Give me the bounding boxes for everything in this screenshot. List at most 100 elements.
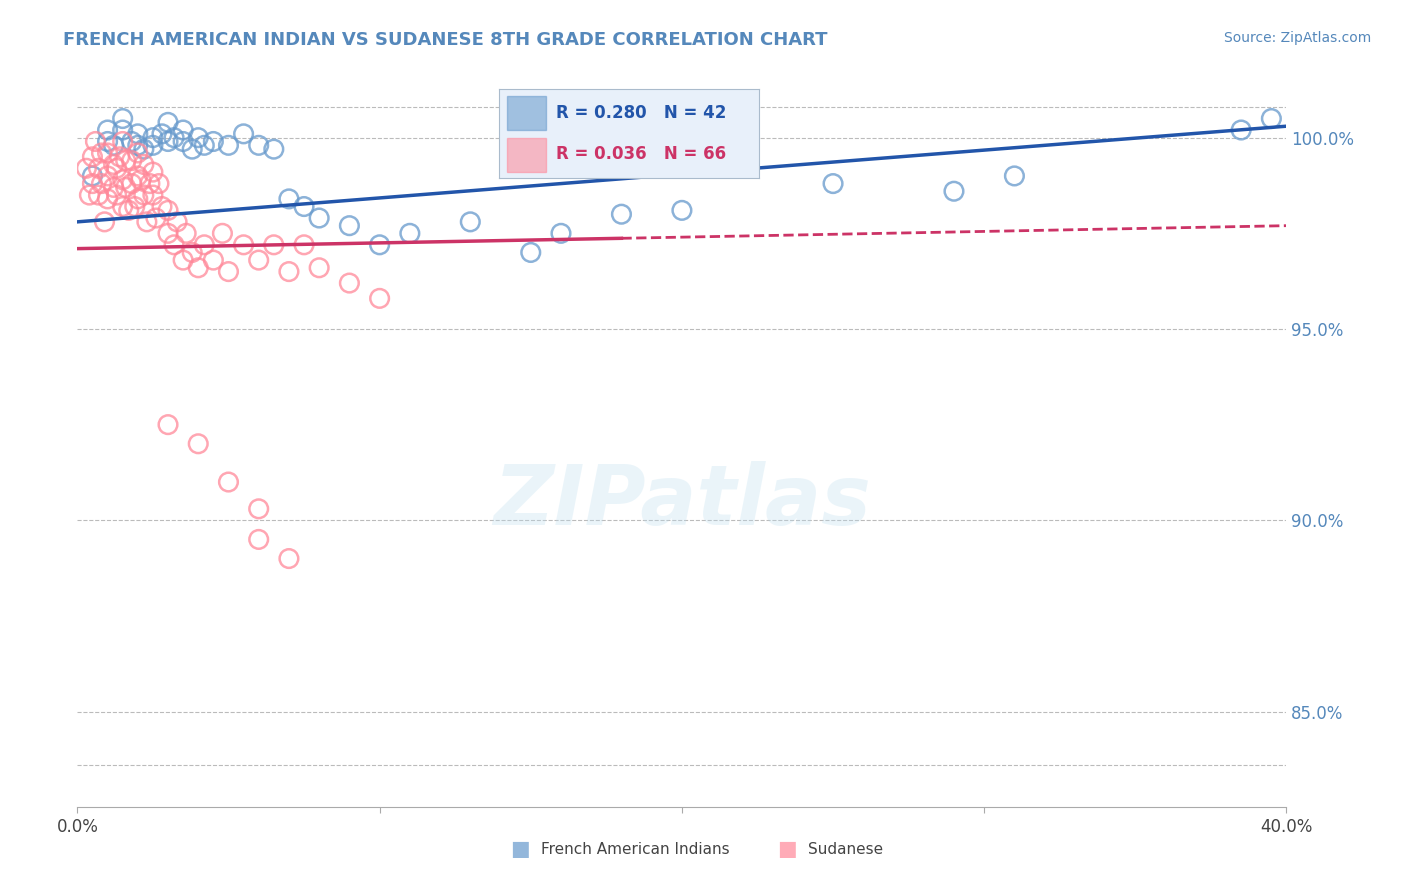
Point (292, 237, 315, 252)
Point (610, 207, 633, 221)
Point (96, 192, 118, 206)
Point (157, 115, 180, 129)
Point (87, 188, 110, 202)
Point (105, 188, 128, 202)
Point (121, 177, 143, 191)
Point (87, 161, 110, 176)
Point (124, 200, 146, 214)
Point (172, 135, 194, 149)
Point (84, 135, 107, 149)
Point (337, 276, 360, 290)
Point (121, 135, 143, 149)
Point (121, 153, 143, 168)
Text: R = 0.280   N = 42: R = 0.280 N = 42 (557, 104, 727, 122)
Text: R = 0.036   N = 66: R = 0.036 N = 66 (557, 145, 727, 163)
FancyBboxPatch shape (508, 138, 546, 172)
Point (111, 135, 134, 149)
Point (187, 436, 209, 450)
Point (103, 157, 125, 171)
Point (103, 138, 125, 153)
Point (520, 245, 543, 260)
Point (142, 165, 165, 179)
Point (96, 123, 118, 137)
Point (247, 253, 270, 268)
Point (218, 475, 240, 489)
Point (172, 123, 194, 137)
Point (193, 138, 215, 153)
Point (337, 219, 360, 233)
Point (1230, 123, 1253, 137)
Point (111, 173, 134, 187)
Point (187, 260, 209, 275)
Point (127, 192, 149, 206)
Point (127, 127, 149, 141)
Text: FRENCH AMERICAN INDIAN VS SUDANESE 8TH GRADE CORRELATION CHART: FRENCH AMERICAN INDIAN VS SUDANESE 8TH G… (63, 31, 828, 49)
Point (157, 417, 180, 432)
Point (82, 169, 104, 183)
Point (132, 188, 155, 202)
Point (202, 135, 225, 149)
Point (163, 237, 186, 252)
Point (550, 227, 572, 241)
Point (278, 264, 301, 278)
Point (96, 135, 118, 149)
Point (150, 200, 173, 214)
Point (105, 161, 128, 176)
Point (132, 142, 155, 156)
Text: Source: ZipAtlas.com: Source: ZipAtlas.com (1223, 31, 1371, 45)
Point (218, 264, 240, 278)
Point (166, 215, 188, 229)
Point (263, 142, 285, 156)
Point (278, 551, 301, 566)
Point (142, 188, 165, 202)
Point (211, 227, 233, 241)
Point (157, 135, 180, 149)
Text: ■: ■ (510, 839, 530, 859)
Point (127, 145, 149, 160)
Point (399, 227, 422, 241)
Point (145, 211, 167, 225)
Point (821, 177, 844, 191)
Point (187, 130, 209, 145)
Point (292, 200, 315, 214)
Point (278, 192, 301, 206)
Point (111, 123, 134, 137)
Point (139, 177, 162, 191)
Point (157, 203, 180, 218)
Point (368, 291, 391, 305)
Point (114, 153, 136, 168)
Point (232, 127, 254, 141)
Point (111, 200, 134, 214)
Point (96, 169, 118, 183)
Point (263, 237, 285, 252)
Point (79, 188, 101, 202)
Point (142, 130, 165, 145)
Point (142, 138, 165, 153)
Point (132, 157, 155, 171)
Text: ZIPatlas: ZIPatlas (494, 461, 870, 542)
Point (1260, 112, 1282, 126)
Point (202, 253, 225, 268)
FancyBboxPatch shape (508, 96, 546, 130)
Point (308, 211, 330, 225)
Point (181, 245, 204, 260)
Point (93, 215, 115, 229)
Point (127, 169, 149, 183)
Point (181, 142, 204, 156)
Point (150, 127, 173, 141)
Point (127, 138, 149, 153)
Point (247, 501, 270, 516)
Point (90, 177, 112, 191)
Point (218, 138, 240, 153)
Point (1004, 169, 1026, 183)
Point (96, 145, 118, 160)
Point (118, 203, 141, 218)
Point (108, 150, 131, 164)
Point (942, 184, 965, 198)
Point (82, 150, 104, 164)
Point (458, 215, 481, 229)
Text: ■: ■ (778, 839, 797, 859)
Point (163, 130, 186, 145)
Point (90, 145, 112, 160)
Point (368, 237, 391, 252)
